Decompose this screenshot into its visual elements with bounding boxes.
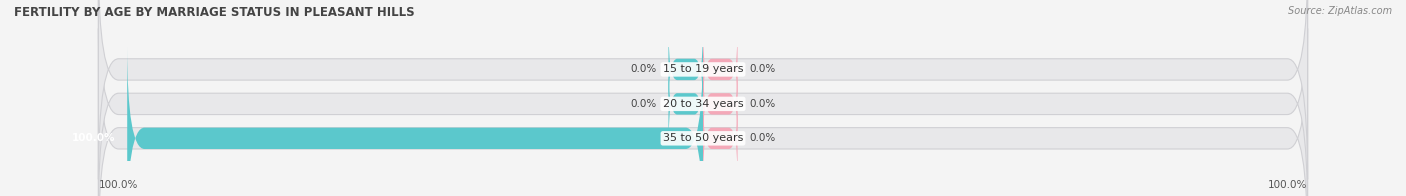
Text: 35 to 50 years: 35 to 50 years [662, 133, 744, 143]
FancyBboxPatch shape [703, 63, 738, 145]
Text: 0.0%: 0.0% [749, 133, 775, 143]
FancyBboxPatch shape [127, 46, 703, 196]
Text: 20 to 34 years: 20 to 34 years [662, 99, 744, 109]
Text: 100.0%: 100.0% [1268, 180, 1308, 190]
Text: 0.0%: 0.0% [631, 99, 657, 109]
FancyBboxPatch shape [703, 97, 738, 179]
Text: 0.0%: 0.0% [749, 99, 775, 109]
Text: 100.0%: 100.0% [72, 133, 115, 143]
FancyBboxPatch shape [703, 28, 738, 110]
FancyBboxPatch shape [98, 0, 1308, 196]
Text: 15 to 19 years: 15 to 19 years [662, 64, 744, 74]
FancyBboxPatch shape [98, 28, 1308, 196]
Text: FERTILITY BY AGE BY MARRIAGE STATUS IN PLEASANT HILLS: FERTILITY BY AGE BY MARRIAGE STATUS IN P… [14, 6, 415, 19]
Text: 0.0%: 0.0% [749, 64, 775, 74]
FancyBboxPatch shape [668, 63, 703, 145]
FancyBboxPatch shape [98, 0, 1308, 179]
Text: Source: ZipAtlas.com: Source: ZipAtlas.com [1288, 6, 1392, 16]
Text: 100.0%: 100.0% [98, 180, 138, 190]
Text: 0.0%: 0.0% [631, 64, 657, 74]
FancyBboxPatch shape [668, 28, 703, 110]
